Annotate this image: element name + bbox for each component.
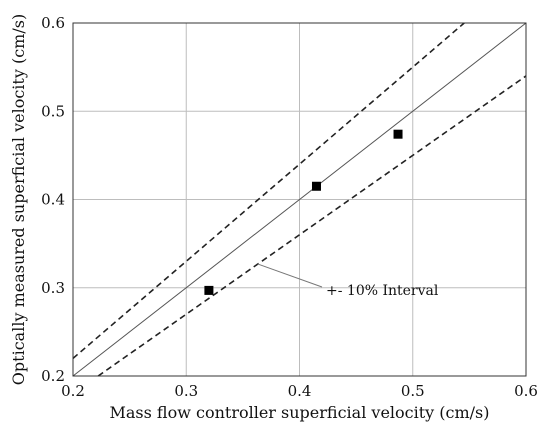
annotation-leader-line bbox=[257, 263, 323, 288]
reference-lines bbox=[72, 22, 527, 377]
data-point bbox=[311, 181, 321, 191]
upper-interval-line bbox=[72, 22, 465, 359]
plot-frame bbox=[72, 22, 527, 377]
x-tick-label: 0.3 bbox=[174, 382, 198, 400]
data-point bbox=[393, 129, 403, 139]
y-tick-label: 0.2 bbox=[41, 367, 65, 385]
y-tick-label: 0.3 bbox=[41, 279, 65, 297]
x-tick-label: 0.6 bbox=[514, 382, 538, 400]
x-tick-label: 0.5 bbox=[401, 382, 425, 400]
tick-labels: 0.2 0.3 0.4 0.5 0.6 0.2 0.3 0.4 0.5 0.6 bbox=[41, 14, 538, 400]
identity-line bbox=[72, 22, 527, 377]
y-tick-label: 0.4 bbox=[41, 191, 65, 209]
y-tick-label: 0.5 bbox=[41, 102, 65, 120]
data-point bbox=[204, 285, 214, 295]
lower-interval-line bbox=[97, 75, 527, 377]
annotation-text: +- 10% Interval bbox=[326, 283, 439, 299]
data-points bbox=[204, 129, 403, 295]
y-tick-label: 0.6 bbox=[41, 14, 65, 32]
x-tick-label: 0.4 bbox=[288, 382, 312, 400]
x-axis-title: Mass flow controller superficial velocit… bbox=[109, 403, 489, 422]
y-axis-title: Optically measured superficial velocity … bbox=[9, 14, 28, 385]
x-tick-label: 0.2 bbox=[61, 382, 85, 400]
